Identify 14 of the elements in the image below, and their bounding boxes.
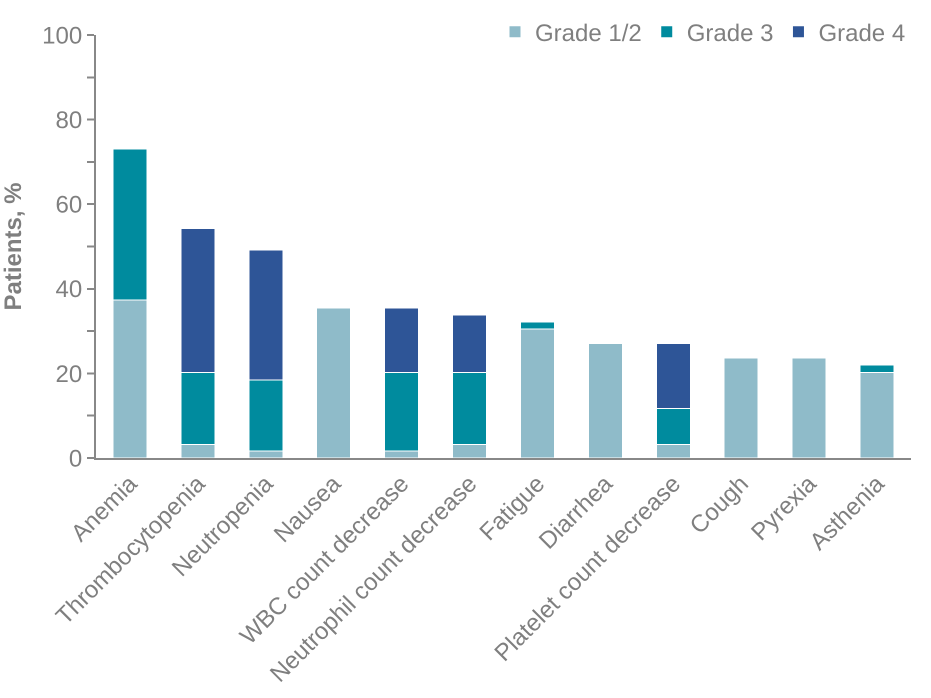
y-tick-label: 0 <box>68 445 82 472</box>
y-tick-label: 20 <box>55 360 82 388</box>
y-tick-label: 40 <box>55 276 82 304</box>
legend-label: Grade 3 <box>686 20 774 48</box>
y-axis-title: Patients, % <box>0 182 27 311</box>
bar <box>588 342 623 458</box>
legend-label: Grade 4 <box>818 20 906 48</box>
bar <box>316 307 352 458</box>
bar <box>792 358 827 458</box>
y-tick-label: 80 <box>55 107 82 134</box>
y-tick-label: 100 <box>42 22 82 50</box>
y-tick-label: 60 <box>55 192 82 219</box>
legend-label: Grade 1/2 <box>535 20 642 48</box>
bar <box>724 358 759 458</box>
